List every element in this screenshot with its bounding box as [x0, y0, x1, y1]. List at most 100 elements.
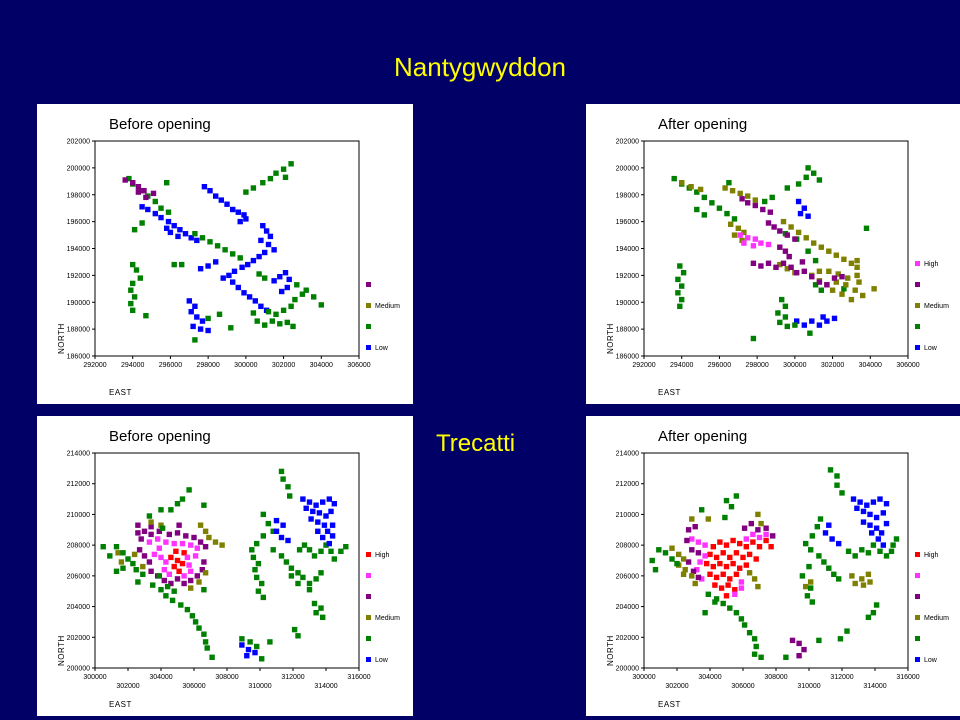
data-point-low-mid [207, 239, 213, 245]
data-point-low-mid [816, 177, 823, 183]
x-tick-label: 302000 [821, 362, 844, 369]
data-point-high-mid [695, 539, 702, 545]
data-point-mid [141, 188, 147, 194]
data-point-low-mid [831, 571, 837, 577]
y-tick-label: 190000 [67, 300, 90, 307]
x-tick-label: 292000 [83, 362, 106, 369]
data-point-low-mid [662, 550, 669, 556]
data-point-low [258, 303, 264, 309]
legend-label: High [924, 552, 939, 559]
data-point-low-mid [805, 248, 811, 254]
data-point-low-mid [192, 337, 198, 343]
data-point-low-mid [169, 597, 176, 604]
x-tick-label: 304000 [310, 362, 333, 369]
data-point-low-mid [709, 200, 715, 206]
data-point-low-mid [164, 180, 170, 186]
data-point-low-mid [260, 511, 266, 518]
data-point-low [883, 520, 890, 527]
data-point-medium [758, 520, 764, 527]
x-tick-label: 300000 [83, 674, 106, 681]
data-point-mid [135, 189, 142, 195]
data-point-medium [115, 550, 121, 556]
data-point-mid [765, 260, 772, 266]
data-point-low [239, 642, 245, 648]
data-point-medium [860, 292, 866, 299]
data-point-low-mid [753, 643, 759, 650]
data-point-medium [859, 576, 865, 582]
data-point-high [743, 562, 749, 568]
data-point-low [139, 204, 145, 210]
data-point-medium [852, 287, 858, 293]
data-point-low-mid [783, 654, 789, 660]
data-point-low-mid [652, 567, 659, 573]
data-point-low-mid [306, 587, 313, 593]
data-point-high-mid [745, 235, 751, 241]
data-point-low-mid [277, 321, 283, 327]
legend-swatch [366, 594, 371, 599]
data-point-low-mid [841, 286, 847, 292]
data-point-high [725, 582, 731, 588]
chart-title: After opening [658, 116, 747, 133]
data-point-low [850, 496, 857, 502]
data-point-low-mid [139, 220, 145, 226]
chart-trecatti-before: Before opening 300000 302000 304000 306000 30… [57, 428, 400, 709]
data-point-low [231, 268, 238, 274]
data-point-high [718, 585, 725, 591]
data-point-medium [829, 287, 836, 293]
chart-title: Before opening [109, 428, 211, 445]
data-point-mid [765, 220, 772, 226]
data-point-low [805, 213, 811, 219]
data-point-medium [854, 264, 860, 270]
data-point-low-mid [299, 291, 306, 297]
data-point-low-mid [131, 227, 138, 233]
data-point-low-mid [249, 547, 255, 553]
data-point-high-mid [184, 554, 191, 561]
data-point-mid [188, 577, 194, 584]
data-point-low-mid [818, 287, 824, 293]
y-tick-label: 206000 [67, 573, 90, 580]
data-point-low [230, 279, 236, 285]
data-point-low-mid [656, 547, 662, 553]
data-point-medium [811, 240, 817, 246]
data-point-low [303, 505, 309, 511]
x-tick-label: 298000 [745, 362, 768, 369]
data-point-low [306, 499, 313, 505]
data-point-low [279, 288, 285, 295]
data-point-low-mid [713, 596, 720, 602]
data-point-low-mid [888, 548, 895, 554]
data-point-high-mid [194, 545, 200, 551]
data-point-low-mid [877, 548, 883, 554]
data-point-medium [131, 551, 138, 558]
data-point-mid [174, 576, 181, 582]
y-tick-label: 198000 [616, 192, 639, 199]
legend-label: Low [375, 657, 389, 664]
data-point-high [730, 537, 736, 544]
chart-title: Before opening [109, 116, 211, 133]
data-point-medium [808, 579, 814, 585]
data-point-low-mid [300, 574, 306, 581]
data-point-low [320, 534, 326, 541]
y-tick-label: 200000 [616, 666, 639, 673]
data-point-low-mid [291, 626, 298, 633]
y-tick-label: 192000 [616, 273, 639, 280]
data-point-mid [831, 275, 838, 281]
y-axis-label: NORTH [606, 323, 615, 354]
data-point-high-mid [763, 531, 769, 538]
chart-title: After opening [658, 428, 747, 445]
legend-label: Medium [924, 615, 949, 622]
legend-swatch [915, 573, 920, 578]
data-point-low-mid [893, 536, 900, 542]
data-point-low [273, 528, 280, 534]
data-point-mid [141, 553, 148, 559]
legend-swatch [366, 657, 371, 662]
data-point-low-mid [311, 553, 318, 559]
data-point-low-mid [113, 568, 120, 574]
data-point-low [315, 519, 321, 525]
data-point-high-mid [155, 536, 161, 542]
data-point-low-mid [733, 610, 740, 616]
y-tick-label: 188000 [67, 327, 90, 334]
x-tick-label: 294000 [121, 362, 144, 369]
data-point-mid [695, 550, 702, 556]
data-point-mid [796, 653, 802, 659]
data-point-mid [755, 527, 761, 533]
